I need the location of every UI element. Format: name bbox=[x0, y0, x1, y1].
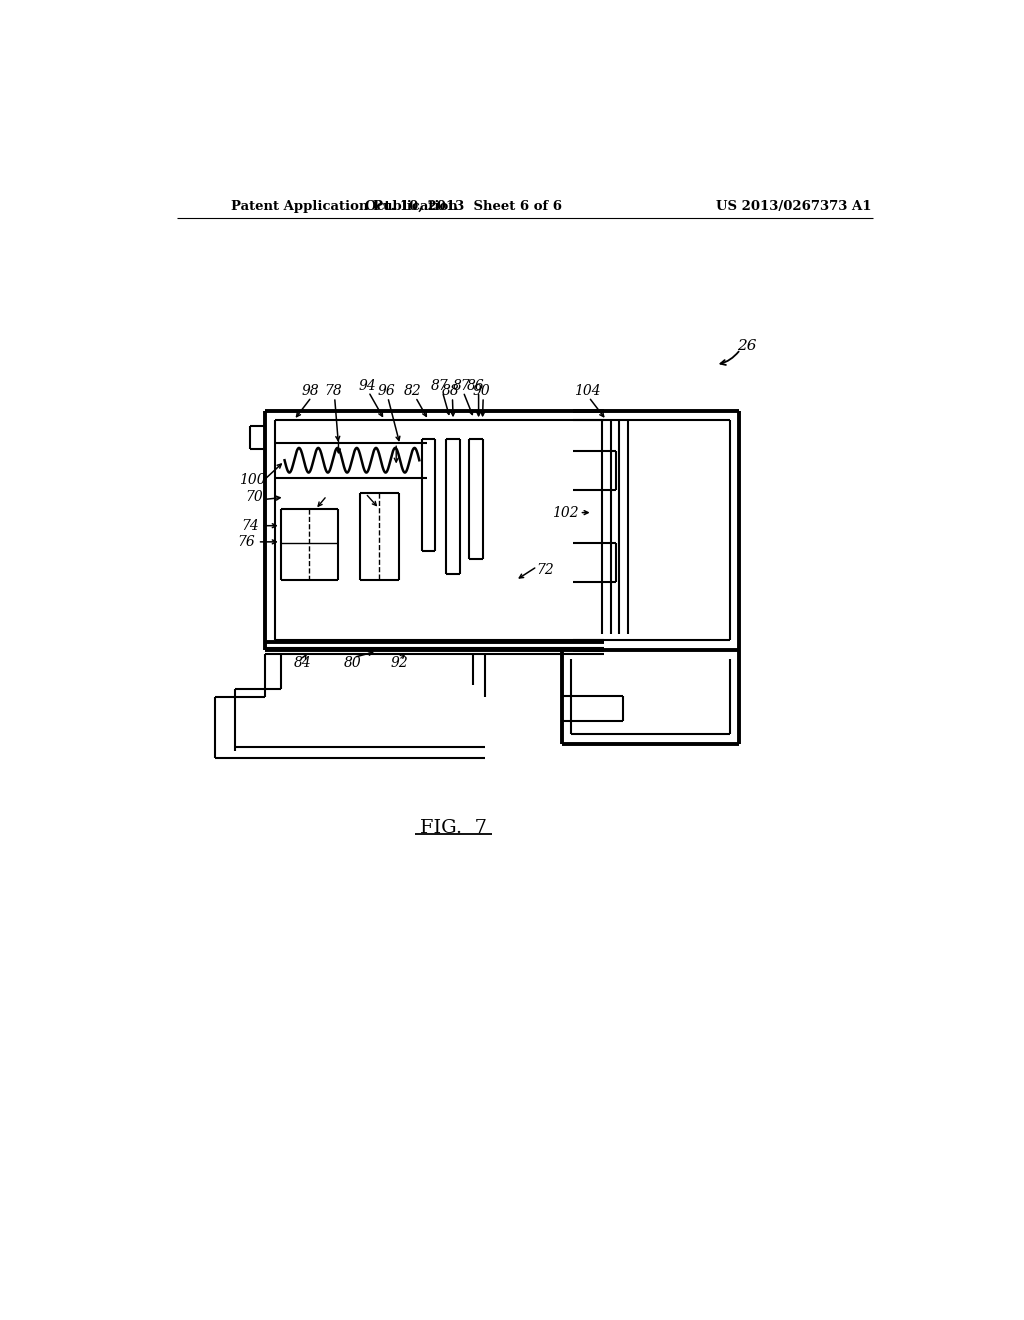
Text: 86: 86 bbox=[467, 379, 484, 392]
Text: 94: 94 bbox=[358, 379, 376, 392]
Text: FIG.  7: FIG. 7 bbox=[421, 820, 487, 837]
Text: 87: 87 bbox=[430, 379, 449, 392]
Text: 76: 76 bbox=[238, 535, 255, 549]
Text: 70: 70 bbox=[245, 490, 262, 504]
Text: 87: 87 bbox=[453, 379, 471, 392]
Text: Oct. 10, 2013  Sheet 6 of 6: Oct. 10, 2013 Sheet 6 of 6 bbox=[365, 199, 562, 213]
Text: 82: 82 bbox=[403, 384, 421, 397]
Text: 90: 90 bbox=[473, 384, 490, 397]
Text: 72: 72 bbox=[536, 564, 554, 577]
Text: 84: 84 bbox=[294, 656, 312, 669]
Text: 104: 104 bbox=[573, 384, 600, 397]
Text: 92: 92 bbox=[390, 656, 409, 669]
Text: 100: 100 bbox=[239, 474, 265, 487]
Text: US 2013/0267373 A1: US 2013/0267373 A1 bbox=[716, 199, 871, 213]
Text: 78: 78 bbox=[325, 384, 342, 397]
Text: Patent Application Publication: Patent Application Publication bbox=[230, 199, 458, 213]
Text: 98: 98 bbox=[301, 384, 318, 397]
Text: 88: 88 bbox=[442, 384, 460, 397]
Text: 80: 80 bbox=[343, 656, 361, 669]
Text: 74: 74 bbox=[241, 519, 259, 533]
Text: 26: 26 bbox=[737, 339, 757, 354]
Text: 102: 102 bbox=[552, 506, 579, 520]
Text: 96: 96 bbox=[377, 384, 395, 397]
